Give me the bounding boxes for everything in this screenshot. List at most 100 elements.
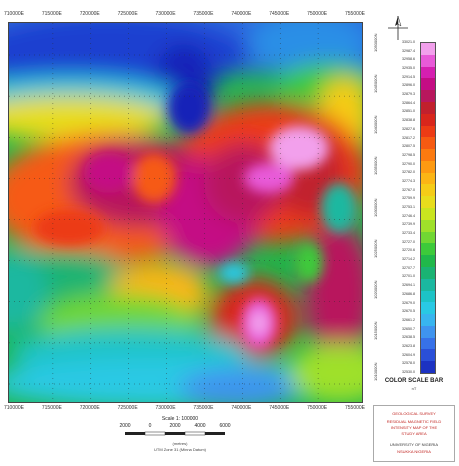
color-scale-label: 32798.5: [402, 152, 415, 157]
color-swatch: [421, 113, 435, 126]
grid-label-right: 1025000N: [373, 239, 378, 258]
color-swatch: [421, 266, 435, 280]
color-scale-label: 32914.5: [402, 74, 415, 79]
color-scale-label: 32720.6: [402, 248, 415, 253]
color-scale-label: 32701.0: [402, 274, 415, 279]
grid-label-right: 1015000N: [373, 321, 378, 340]
scale-number: 2000: [169, 423, 181, 429]
grid-label-bottom: 740000E: [231, 405, 252, 411]
grid-label-right: 1020000N: [373, 280, 378, 299]
grid-label-right: 1010000N: [373, 362, 378, 381]
color-swatch: [421, 90, 435, 103]
color-swatch: [421, 160, 435, 174]
color-scale-label: 32623.8: [402, 343, 415, 348]
grid-label-bottom: 725000E: [117, 405, 138, 411]
color-swatch: [421, 325, 435, 339]
color-scale-label: 32686.8: [402, 291, 415, 296]
color-scale-label: 32864.4: [402, 100, 415, 105]
grid-label-bottom: 735000E: [193, 405, 214, 411]
color-swatch: [421, 78, 435, 91]
info-line-1: GEOLOGICAL SURVEY: [392, 411, 436, 416]
grid-label-top: 740000E: [231, 11, 252, 17]
color-scale-label: 32767.0: [402, 187, 415, 192]
color-scale-label: 32987.4: [402, 48, 415, 53]
grid-label-bottom: 720000E: [79, 405, 100, 411]
color-scale-label: 32578.0: [402, 361, 415, 366]
color-swatch: [421, 314, 435, 327]
color-scale-label: 32851.0: [402, 109, 415, 114]
color-scale-label: 32694.1: [402, 283, 415, 288]
color-swatch: [421, 231, 435, 244]
color-scale-label: 32827.6: [402, 126, 415, 131]
color-scale-title: COLOR SCALE BAR: [384, 378, 444, 384]
color-scale-label: 32670.5: [402, 309, 415, 314]
north-arrow-icon: [384, 14, 412, 42]
color-scale-label: 32958.6: [402, 57, 415, 62]
color-scale-label: 32638.5: [402, 335, 415, 340]
grid-label-right: 1035000N: [373, 156, 378, 176]
color-swatch: [421, 361, 435, 374]
info-line-3: INTENSITY MAP OF THE: [390, 425, 438, 430]
color-swatch: [421, 290, 435, 303]
color-swatch: [421, 278, 435, 291]
map-grid: [9, 23, 362, 402]
grid-label-top: 730000E: [155, 11, 176, 17]
color-scale-label: 32604.9: [402, 352, 415, 357]
info-line-4: STUDY AREA: [401, 431, 427, 436]
info-line-5: UNIVERSITY OF NIGERIA: [389, 442, 439, 447]
color-scale-unit: nT: [411, 386, 417, 391]
color-swatch: [421, 125, 435, 138]
color-swatch: [421, 219, 435, 233]
color-swatch: [421, 255, 435, 268]
color-scale-label: 32879.3: [402, 92, 415, 97]
grid-label-top: 755000E: [344, 11, 366, 17]
grid-label-bottom: 755000E: [344, 405, 366, 411]
grid-label-top: 745000E: [269, 11, 290, 17]
color-swatch: [421, 172, 435, 185]
color-swatch: [421, 243, 435, 256]
color-scale-label: 32733.4: [402, 231, 415, 236]
grid-label-right: 1040000N: [373, 115, 378, 135]
color-swatch: [421, 208, 435, 221]
grid-label-right: 1045000N: [373, 74, 378, 94]
color-swatch: [421, 101, 435, 115]
scale-bar: Scale 1: 100000 2000 0 2000 4000 6000 (metre…: [100, 416, 260, 460]
color-swatch: [421, 196, 435, 209]
color-scale-label: 32746.4: [402, 213, 415, 218]
grid-label-bottom: 750000E: [307, 405, 328, 411]
color-scale-label: 32530.0: [402, 370, 415, 374]
scale-graphic: [125, 431, 225, 436]
projection-note: UTM Zone 31 (Minna Datum): [153, 447, 206, 452]
color-scale-label: 32774.3: [402, 178, 415, 183]
grid-label-bottom: 710000E: [3, 405, 25, 411]
color-swatch: [421, 302, 435, 315]
color-scale-label: 32838.8: [402, 118, 415, 123]
scale-number: 0: [148, 423, 152, 429]
scale-unit: (metres): [172, 441, 188, 446]
color-scale-label: 33021.0: [402, 40, 415, 44]
color-scale-label: 32739.9: [402, 222, 415, 227]
scale-number: 4000: [194, 423, 206, 429]
magnetic-field-raster: [9, 23, 362, 402]
scale-number: 2000: [119, 423, 131, 429]
color-scale-label: 32714.2: [402, 257, 415, 262]
color-scale-label: 32650.7: [402, 326, 415, 331]
grid-label-right: 1050000N: [373, 33, 378, 52]
color-scale-label: 32661.2: [402, 317, 415, 322]
grid-label-bottom: 730000E: [155, 405, 176, 411]
color-scale-label: 32707.7: [402, 265, 415, 270]
color-swatch: [421, 337, 435, 350]
magnetic-anomaly-map: [8, 22, 363, 403]
info-line-2: RESIDUAL MAGNETIC FIELD: [386, 419, 442, 424]
color-scale-label: 32807.5: [402, 144, 415, 149]
color-swatch: [421, 66, 435, 79]
grid-label-bottom: 715000E: [41, 405, 62, 411]
grid-label-top: 735000E: [193, 11, 214, 17]
color-swatch: [421, 184, 435, 197]
color-swatch: [421, 349, 435, 362]
color-swatch: [421, 137, 435, 150]
color-scale-label: 32782.0: [402, 170, 415, 175]
grid-label-top: 715000E: [41, 11, 62, 17]
color-scale-label: 32817.2: [402, 135, 415, 140]
color-scale-label: 32790.0: [402, 161, 415, 166]
